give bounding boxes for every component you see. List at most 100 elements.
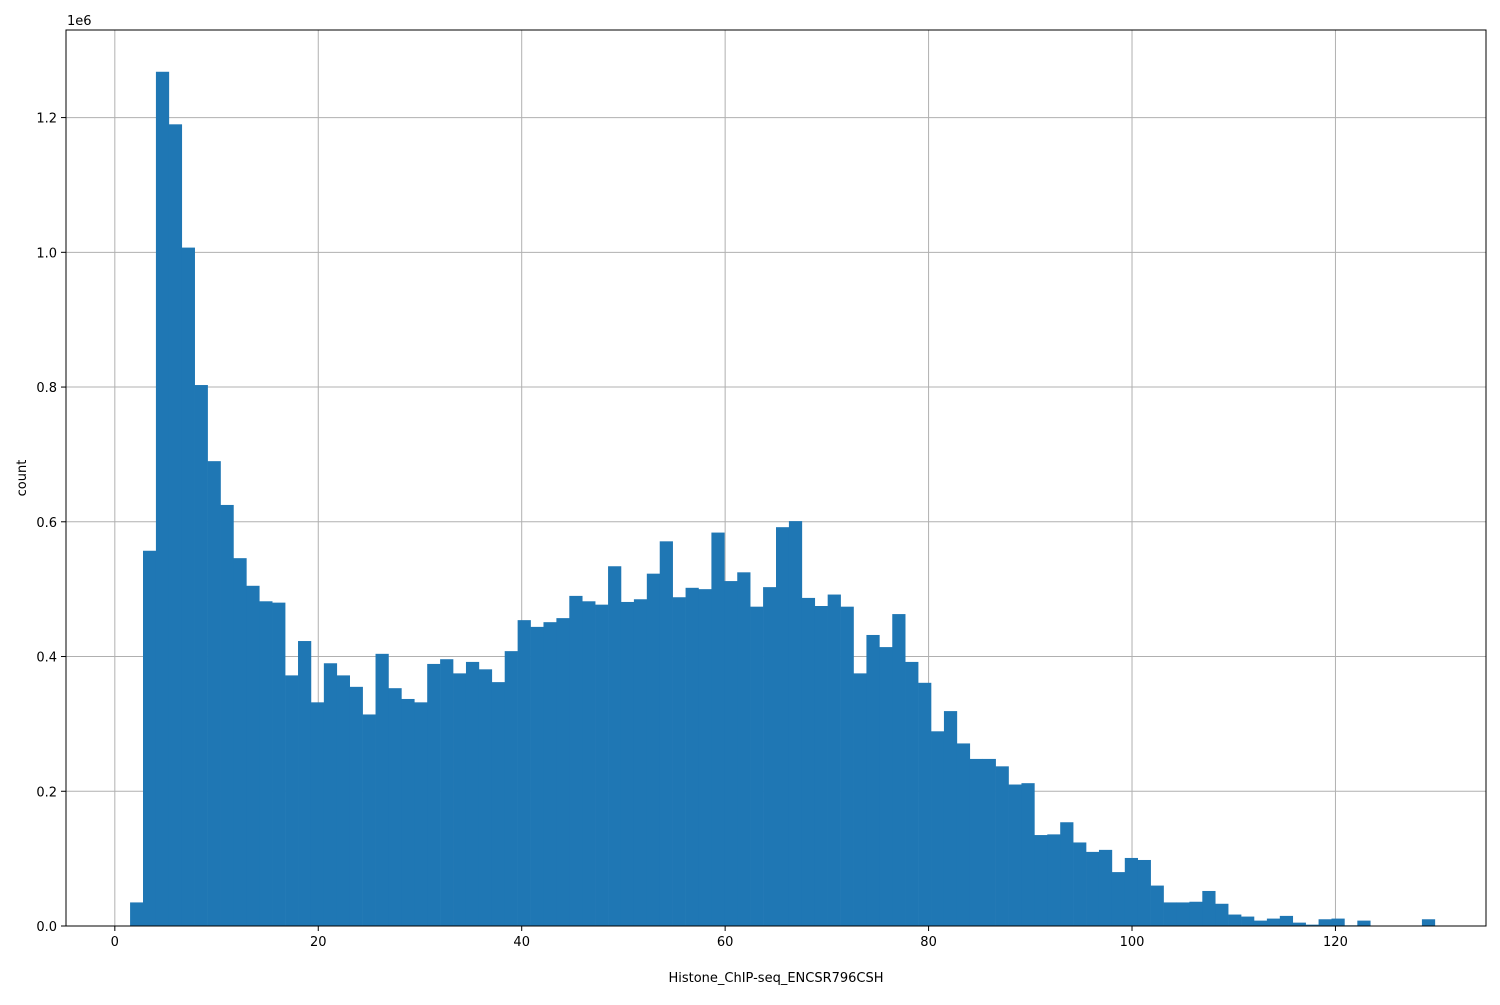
histogram-bar <box>1163 902 1177 926</box>
histogram-bar <box>1021 783 1035 926</box>
histogram-bar <box>336 675 350 926</box>
histogram-bar <box>1357 920 1371 926</box>
histogram-bar <box>866 634 880 926</box>
histogram-bar <box>1124 857 1139 926</box>
histogram-bar <box>1421 919 1436 926</box>
histogram-bar <box>1137 859 1151 926</box>
histogram-bar <box>1202 890 1216 926</box>
y-tick-label: 1.0 <box>36 246 57 261</box>
histogram-bar <box>582 601 596 926</box>
histogram-bar <box>595 604 609 926</box>
histogram-bar <box>491 682 506 926</box>
histogram-bar <box>1150 885 1164 926</box>
histogram-bar <box>1047 834 1061 926</box>
histogram-bar <box>1111 872 1126 926</box>
histogram-bar <box>323 663 338 926</box>
x-tick-label: 120 <box>1323 935 1348 950</box>
x-tick-label: 60 <box>717 935 734 950</box>
histogram-bar <box>207 461 221 926</box>
y-tick-label: 0.6 <box>36 516 57 531</box>
histogram-bar <box>401 698 415 926</box>
histogram-bar <box>1228 914 1242 926</box>
histogram-bar <box>478 669 493 926</box>
histogram-bar <box>298 641 312 926</box>
histogram-bar <box>155 71 170 926</box>
y-axis-label: count <box>15 460 30 497</box>
histogram-bar <box>1008 784 1022 926</box>
histogram-bar <box>465 661 480 926</box>
histogram-bar <box>1215 903 1229 926</box>
histogram-bar <box>246 585 260 926</box>
histogram-bar <box>1098 849 1113 926</box>
y-tick-label: 0.8 <box>36 381 57 396</box>
x-axis-label: Histone_ChIP-seq_ENCSR796CSH <box>668 971 883 986</box>
histogram-bar <box>685 587 699 926</box>
histogram-bar <box>453 673 467 926</box>
histogram-bar <box>362 714 376 926</box>
histogram-bar <box>750 606 764 926</box>
histogram-bar <box>1305 924 1319 926</box>
histogram-bar <box>285 675 299 926</box>
histogram-bar <box>1060 822 1074 926</box>
histogram-bar <box>633 599 648 926</box>
histogram-bar <box>517 620 531 926</box>
histogram-bar <box>776 527 790 926</box>
histogram-bar <box>220 504 234 926</box>
histogram-bar <box>427 663 441 926</box>
histogram-bar <box>440 659 454 926</box>
histogram-bar <box>1266 918 1281 926</box>
histogram-bar <box>840 606 854 926</box>
x-tick-label: 20 <box>310 935 327 950</box>
histogram-bar <box>414 702 428 926</box>
grid-lines <box>66 30 1486 927</box>
histogram-bar <box>737 572 751 926</box>
histogram-bar <box>801 597 816 926</box>
y-tick-label: 0.4 <box>36 651 57 666</box>
x-tick-label: 100 <box>1120 935 1145 950</box>
histogram-bar <box>827 594 841 926</box>
histogram-bar <box>646 573 661 926</box>
histogram-bar <box>931 731 945 926</box>
histogram-bar <box>1034 835 1048 926</box>
histogram-bar <box>1176 902 1190 926</box>
histogram-bar <box>879 647 893 926</box>
histogram-bar <box>711 532 725 926</box>
histogram-bars <box>130 71 1436 927</box>
histogram-bar <box>1189 901 1203 926</box>
histogram-bar <box>956 743 971 926</box>
histogram-bar <box>259 601 273 926</box>
histogram-bar <box>272 602 286 926</box>
histogram-bar <box>659 541 673 926</box>
histogram-bar <box>608 566 622 926</box>
histogram-bar <box>1086 851 1100 926</box>
histogram-bar <box>969 758 983 926</box>
histogram-bar <box>130 902 144 926</box>
histogram-bar <box>698 589 712 926</box>
histogram-bar <box>672 597 686 926</box>
histogram-bar <box>995 766 1009 926</box>
x-tick-label: 0 <box>111 935 119 950</box>
histogram-bar <box>233 558 247 926</box>
y-tick-label: 0.0 <box>36 920 57 935</box>
histogram-bar <box>181 247 195 927</box>
histogram-bar <box>1241 916 1255 926</box>
histogram-bar <box>1331 918 1345 926</box>
histogram-bar <box>569 595 583 926</box>
histogram-bar <box>375 653 389 926</box>
histogram-bar <box>349 686 363 926</box>
histogram-bar <box>620 601 635 926</box>
histogram-bar <box>763 587 777 926</box>
histogram-bar <box>905 661 919 926</box>
histogram-bar <box>814 606 828 926</box>
histogram-bar <box>1292 922 1306 926</box>
histogram-bar <box>168 124 183 926</box>
histogram-bar <box>388 688 402 926</box>
histogram-bar <box>556 618 570 926</box>
histogram-bar <box>1073 842 1087 926</box>
histogram-bar <box>892 614 906 926</box>
histogram-bar <box>504 651 518 926</box>
histogram-bar <box>788 521 803 926</box>
histogram-bar <box>918 682 932 926</box>
